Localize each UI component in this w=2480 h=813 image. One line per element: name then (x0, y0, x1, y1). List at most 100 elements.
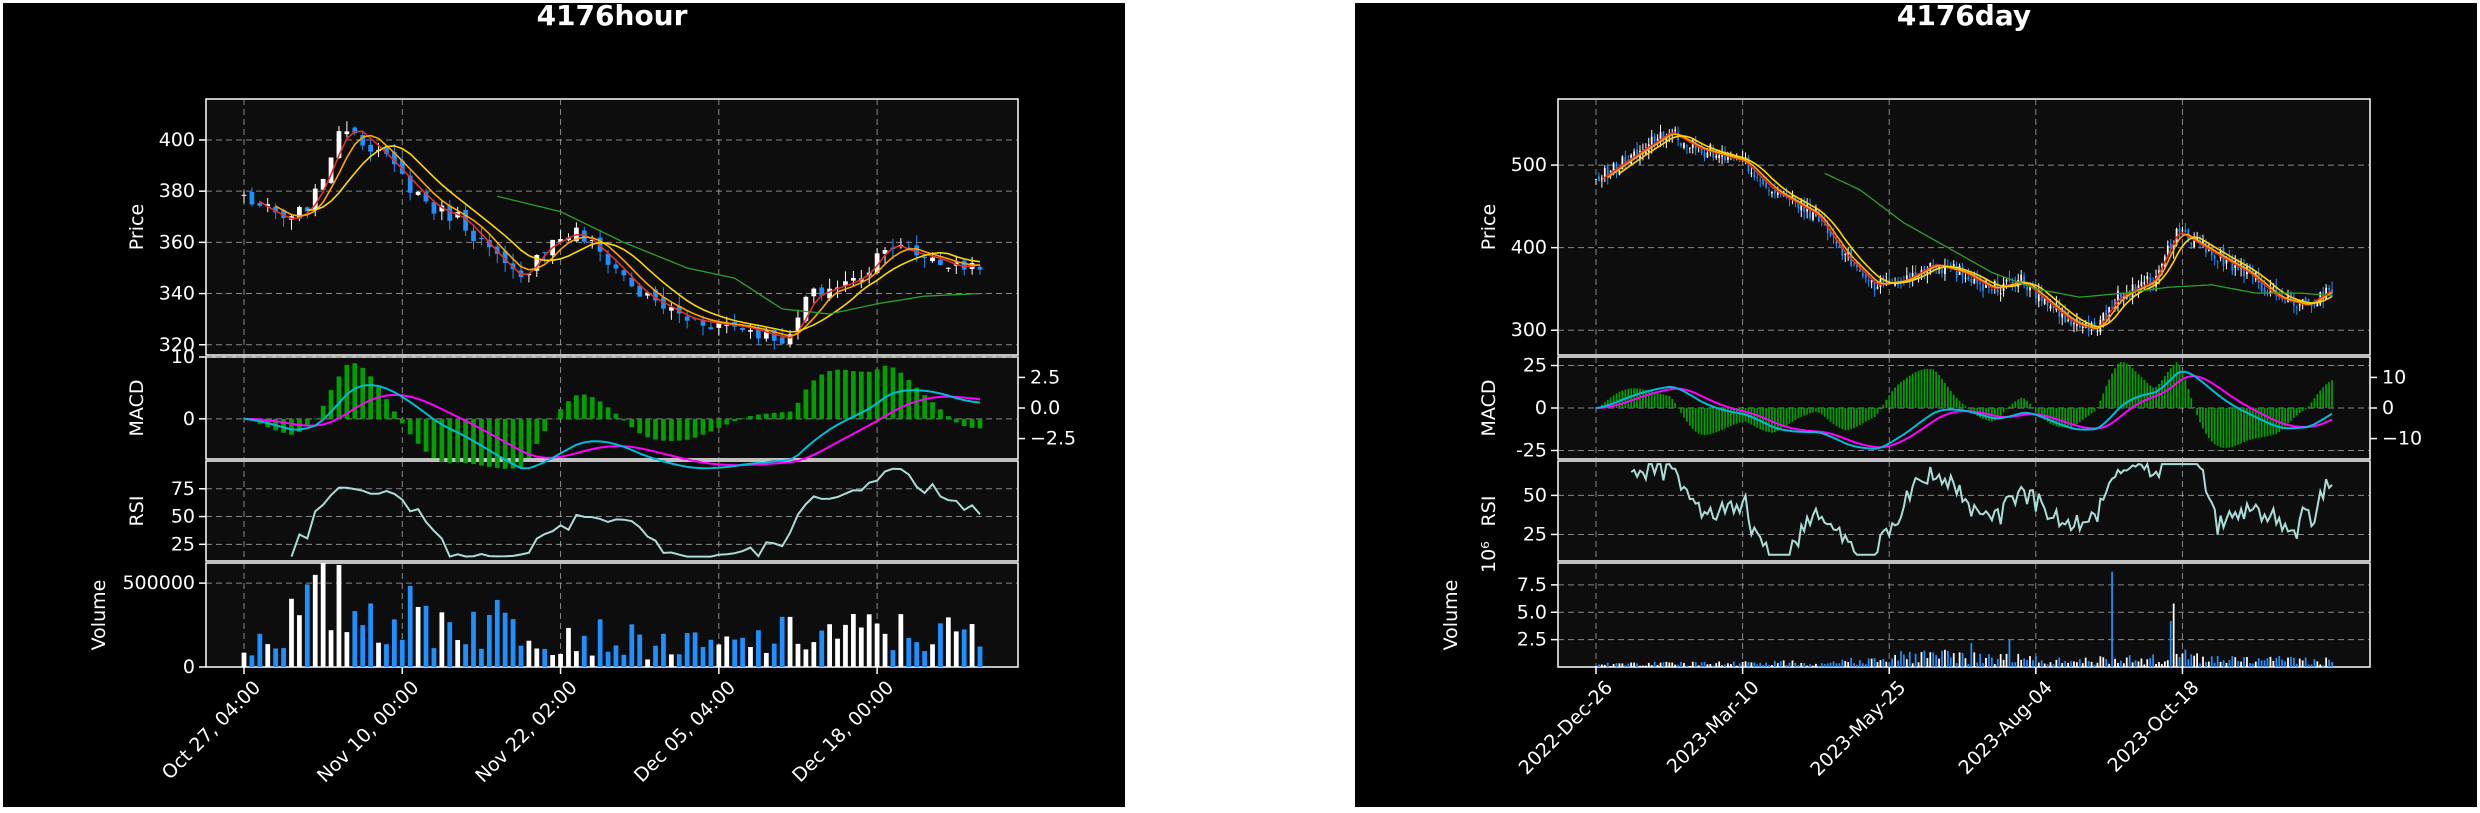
volume-bar (2298, 658, 2301, 667)
volume-bar (1642, 665, 1644, 667)
macd-histogram-bar (724, 418, 730, 425)
macd-histogram-bar (1779, 408, 1782, 430)
volume-bar (1644, 665, 1647, 667)
candle-body (2043, 297, 2046, 304)
candle-body (2034, 287, 2037, 299)
volume-bar (1861, 663, 1864, 667)
volume-bar (787, 616, 793, 667)
volume-bar (581, 635, 587, 667)
macd-histogram-bar (771, 412, 777, 419)
volume-bar (2046, 664, 2049, 667)
macd-histogram-bar (969, 418, 975, 428)
volume-bar (1732, 661, 1735, 667)
macd-histogram-bar (304, 418, 310, 427)
volume-bar (1773, 660, 1776, 667)
volume-bar (1785, 665, 1788, 667)
volume-bar (526, 640, 532, 667)
volume-bar (1621, 663, 1624, 667)
volume-bar (2275, 657, 2278, 667)
macd-histogram-bar (2190, 398, 2193, 408)
volume-bar (328, 630, 334, 667)
macd-right-tick-label: 0.0 (1030, 397, 1060, 419)
volume-bar (2225, 662, 2228, 667)
volume-bar (961, 629, 967, 667)
macd-histogram-bar (708, 418, 714, 432)
macd-histogram-bar (550, 418, 556, 420)
candle-body (819, 287, 825, 296)
volume-bar (835, 638, 840, 667)
daily-chart-figure: 4176day 2022-Dec-26 2023-Mar-10 2023-May-25… (1352, 0, 2480, 810)
volume-bar (1691, 661, 1694, 667)
volume-bar (1993, 664, 1996, 667)
candle-body (1835, 238, 1838, 245)
macd-histogram-bar (668, 418, 674, 441)
volume-bar (1668, 662, 1671, 667)
daily-chart-svg: 4176day 2022-Dec-26 2023-Mar-10 2023-May-25… (1440, 3, 2422, 781)
volume-bar (2202, 656, 2204, 667)
macd-histogram-bar (2222, 408, 2225, 448)
candle-body (2263, 287, 2266, 293)
macd-histogram-bar (526, 418, 532, 459)
volume-bar (2231, 656, 2234, 667)
macd-histogram-bar (1908, 375, 1911, 408)
price-axis-label: Price (1478, 204, 1500, 250)
volume-bar (391, 619, 397, 667)
macd-histogram-bar (1999, 408, 2002, 416)
volume-bar (1838, 663, 1841, 667)
candle-body (2293, 300, 2295, 306)
macd-histogram-bar (1894, 387, 1896, 408)
volume-bar (2102, 657, 2105, 667)
volume-bar (241, 652, 247, 667)
volume-bar (2093, 664, 2096, 667)
macd-histogram-bar (1864, 408, 1867, 422)
macd-histogram-bar (2096, 406, 2099, 408)
candle-body (2023, 276, 2025, 286)
volume-bar (2228, 660, 2231, 667)
macd-histogram-bar (1859, 408, 1861, 425)
macd-histogram-bar (645, 418, 650, 438)
macd-histogram-bar (2093, 408, 2096, 412)
candle-body (605, 253, 611, 265)
volume-bar (1697, 665, 1700, 667)
macd-histogram-bar (542, 418, 548, 432)
volume-bar (574, 651, 579, 667)
macd-histogram-bar (2081, 408, 2084, 420)
macd-histogram-bar (874, 369, 880, 419)
x-tick-label: 2023-May-25 (1806, 677, 1910, 781)
candle-body (534, 255, 540, 271)
macd-histogram-bar (407, 418, 413, 435)
candle-body (1982, 283, 1984, 291)
candle-body (1976, 277, 1979, 284)
candle-body (597, 237, 603, 252)
volume-bar (2096, 662, 2099, 667)
macd-histogram-bar (1794, 408, 1797, 420)
macd-histogram-bar (1674, 403, 1677, 408)
rsi-line (290, 467, 981, 558)
macd-histogram-bar (2205, 408, 2207, 434)
volume-bar (629, 624, 635, 667)
candle-body (2213, 255, 2216, 259)
macd-histogram-bar (376, 387, 381, 419)
volume-bar (2029, 656, 2031, 667)
candle-body (1756, 176, 1759, 178)
volume-bar (447, 622, 453, 667)
candle-body (1674, 129, 1677, 132)
volume-panel-frame (1557, 562, 2371, 668)
macd-histogram-bar (2272, 408, 2275, 435)
candle-body (1688, 147, 1691, 149)
volume-bar (2055, 659, 2058, 667)
macd-histogram-bar (1838, 408, 1841, 428)
macd-right-tick-label: 0 (2382, 397, 2394, 419)
volume-bar (1897, 660, 1899, 667)
price-y-tick-label: 400 (1511, 237, 1547, 259)
macd-histogram-bar (2310, 402, 2313, 408)
macd-histogram-bar (716, 418, 722, 428)
macd-histogram-bar (2122, 362, 2125, 408)
volume-bar (384, 644, 389, 667)
macd-histogram-bar (1662, 394, 1665, 408)
macd-y-tick-label: 0 (183, 408, 195, 430)
volume-bar (1615, 663, 1618, 667)
candle-body (930, 257, 935, 262)
candle-body (851, 277, 856, 281)
macd-histogram-bar (1946, 387, 1949, 408)
